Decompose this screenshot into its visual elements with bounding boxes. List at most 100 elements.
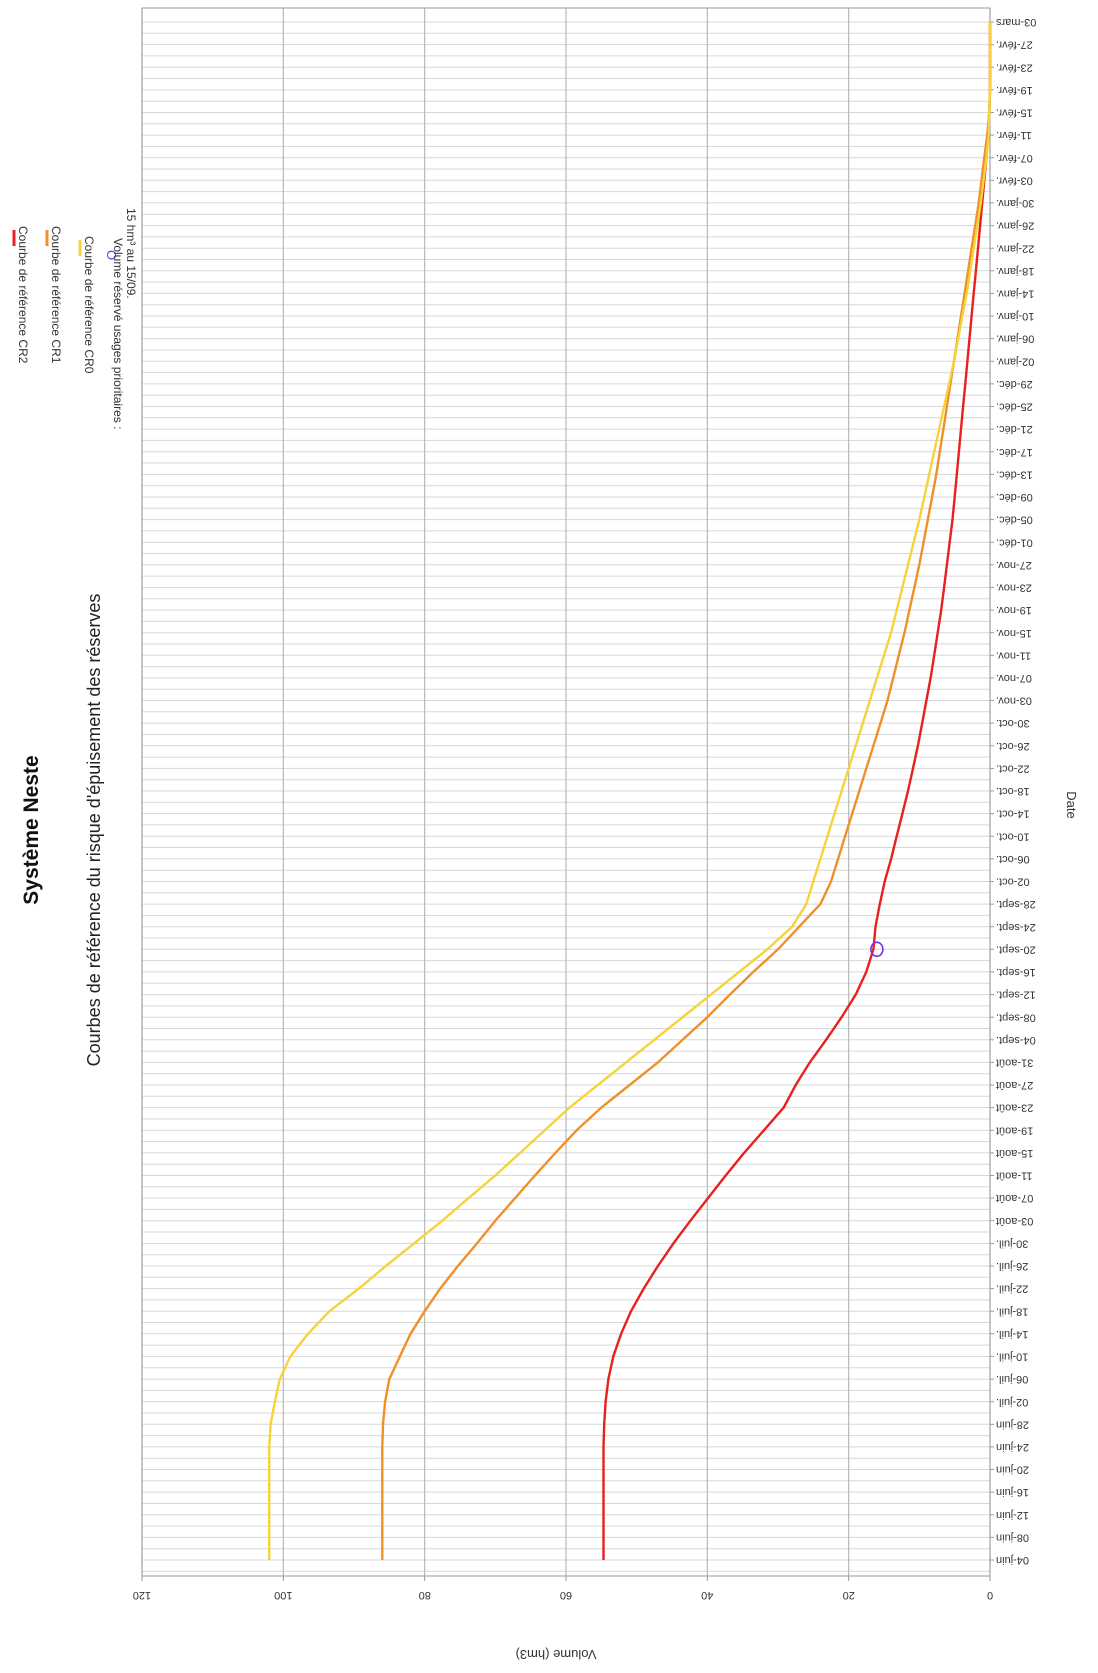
x-tick-label: 27-nov. <box>996 559 1032 571</box>
x-tick-label: 23-août <box>996 1102 1033 1114</box>
legend-label-cr2: Courbe de référence CR2 <box>16 226 30 364</box>
x-tick-label: 26-juil. <box>996 1260 1028 1272</box>
y-tick-label: 80 <box>419 1589 431 1601</box>
x-tick-label: 27-févr. <box>996 39 1033 51</box>
x-tick-label: 09-déc. <box>996 491 1033 503</box>
x-tick-label: 14-oct. <box>996 808 1030 820</box>
legend-marker-label-line1: Volume réservé usages prioritaires : <box>111 238 125 429</box>
y-tick-label: 120 <box>133 1589 151 1601</box>
x-tick-label: 02-juil. <box>996 1396 1028 1408</box>
x-tick-label: 23-févr. <box>996 61 1033 73</box>
y-tick-label: 60 <box>560 1589 572 1601</box>
x-tick-label: 03-mars <box>996 16 1037 28</box>
series-line-cr0 <box>268 22 992 1560</box>
grid <box>141 8 991 1576</box>
x-tick-label: 03-nov. <box>996 695 1032 707</box>
x-tick-label: 12-sept. <box>996 989 1036 1001</box>
x-tick-label: 30-oct. <box>996 717 1030 729</box>
y-tick-label: 100 <box>274 1589 292 1601</box>
x-tick-label: 01-déc. <box>996 536 1033 548</box>
x-tick-label: 15-août <box>996 1147 1033 1159</box>
x-tick-label: 20-sept. <box>996 943 1036 955</box>
x-tick-label: 24-juin <box>996 1441 1029 1453</box>
x-tick-label: 20-juin <box>996 1464 1029 1476</box>
x-tick-label: 29-déc. <box>996 378 1033 390</box>
x-tick-label: 22-janv. <box>996 242 1034 254</box>
x-tick-label: 10-janv. <box>996 310 1034 322</box>
y-axis-label: Volume (hm3) <box>516 1647 597 1662</box>
x-tick-label: 10-juil. <box>996 1350 1028 1362</box>
x-tick-label: 06-oct. <box>996 853 1030 865</box>
x-tick-label: 07-févr. <box>996 152 1033 164</box>
legend-item-cr2: Courbe de référence CR2 <box>12 226 30 364</box>
x-tick-label: 12-juin <box>996 1509 1029 1521</box>
legend-item-marker: O Volume réservé usages prioritaires : 1… <box>104 208 138 429</box>
x-tick-label: 14-juil. <box>996 1328 1028 1340</box>
x-tick-label: 11-févr. <box>996 129 1032 141</box>
y-tick-label: 0 <box>987 1589 993 1601</box>
x-tick-label: 30-janv. <box>996 197 1034 209</box>
x-tick-label: 23-nov. <box>996 581 1032 593</box>
series <box>268 22 992 1560</box>
x-tick-label: 18-juil. <box>996 1305 1028 1317</box>
x-tick-label: 04-sept. <box>996 1034 1036 1046</box>
x-tick-label: 07-nov. <box>996 672 1032 684</box>
legend-item-cr1: Courbe de référence CR1 <box>45 226 63 364</box>
legend-label-cr0: Courbe de référence CR0 <box>82 236 96 374</box>
x-tick-label: 03-août <box>996 1215 1033 1227</box>
x-tick-label: 26-janv. <box>996 220 1034 232</box>
chart-subtitle: Courbes de référence du risque d'épuisem… <box>84 594 104 1067</box>
x-tick-label: 18-janv. <box>996 265 1034 277</box>
x-tick-label: 22-juil. <box>996 1283 1028 1295</box>
x-tick-label: 16-sept. <box>996 966 1036 978</box>
reserved-volume-marker <box>870 941 884 958</box>
x-tick-label: 15-févr. <box>996 107 1033 119</box>
x-tick-label: 26-oct. <box>996 740 1030 752</box>
x-tick-label: 07-août <box>996 1192 1033 1204</box>
x-tick-label: 11-août <box>996 1170 1033 1182</box>
x-tick-label: 03-févr. <box>996 174 1033 186</box>
markers <box>870 941 884 958</box>
x-tick-label: 27-août <box>996 1079 1033 1091</box>
x-tick-label: 08-sept. <box>996 1011 1036 1023</box>
x-tick-label: 13-déc. <box>996 468 1033 480</box>
x-tick-label: 19-févr. <box>996 84 1033 96</box>
x-tick-label: 19-nov. <box>996 604 1032 616</box>
x-tick-label: 25-déc. <box>996 401 1033 413</box>
legend: Courbe de référence CR2 Courbe de référe… <box>12 208 138 429</box>
y-tick-label: 40 <box>701 1589 713 1601</box>
x-tick-label: 02-janv. <box>996 355 1034 367</box>
x-tick-label: 06-juil. <box>996 1373 1028 1385</box>
x-tick-label: 16-juin <box>996 1486 1029 1498</box>
x-tick-labels: 04-juin 08-juin 12-juin 16-juin 20-juin 24-ju… <box>990 16 1036 1566</box>
x-tick-label: 02-oct. <box>996 876 1030 888</box>
x-tick-label: 28-juin <box>996 1418 1029 1430</box>
y-tick-label: 20 <box>843 1589 855 1601</box>
legend-marker-symbol: O <box>104 250 119 260</box>
series-line-cr1 <box>381 22 992 1560</box>
x-tick-label: 11-nov. <box>996 649 1031 661</box>
x-tick-label: 06-janv. <box>996 333 1034 345</box>
x-tick-label: 31-août <box>996 1056 1033 1068</box>
x-tick-label: 17-déc. <box>996 446 1033 458</box>
legend-item-cr0: Courbe de référence CR0 <box>78 236 96 374</box>
x-tick-label: 10-oct. <box>996 830 1030 842</box>
x-tick-label: 14-janv. <box>996 287 1034 299</box>
y-tick-labels: 0 20 40 60 80 100 120 <box>133 1576 993 1601</box>
x-tick-label: 21-déc. <box>996 423 1033 435</box>
x-axis-label: Date <box>1064 791 1079 818</box>
x-tick-label: 18-oct. <box>996 785 1030 797</box>
legend-label-cr1: Courbe de référence CR1 <box>49 226 63 364</box>
series-line-cr2 <box>602 22 992 1560</box>
x-tick-label: 05-déc. <box>996 514 1033 526</box>
x-tick-label: 22-oct. <box>996 762 1030 774</box>
chart-title: Système Neste <box>20 755 43 904</box>
x-tick-label: 30-juil. <box>996 1237 1028 1249</box>
x-tick-label: 15-nov. <box>996 627 1032 639</box>
x-tick-label: 08-juin <box>996 1531 1029 1543</box>
legend-marker-label-line2: 15 hm³ au 15/09. <box>124 208 138 299</box>
x-tick-label: 28-sept. <box>996 898 1036 910</box>
